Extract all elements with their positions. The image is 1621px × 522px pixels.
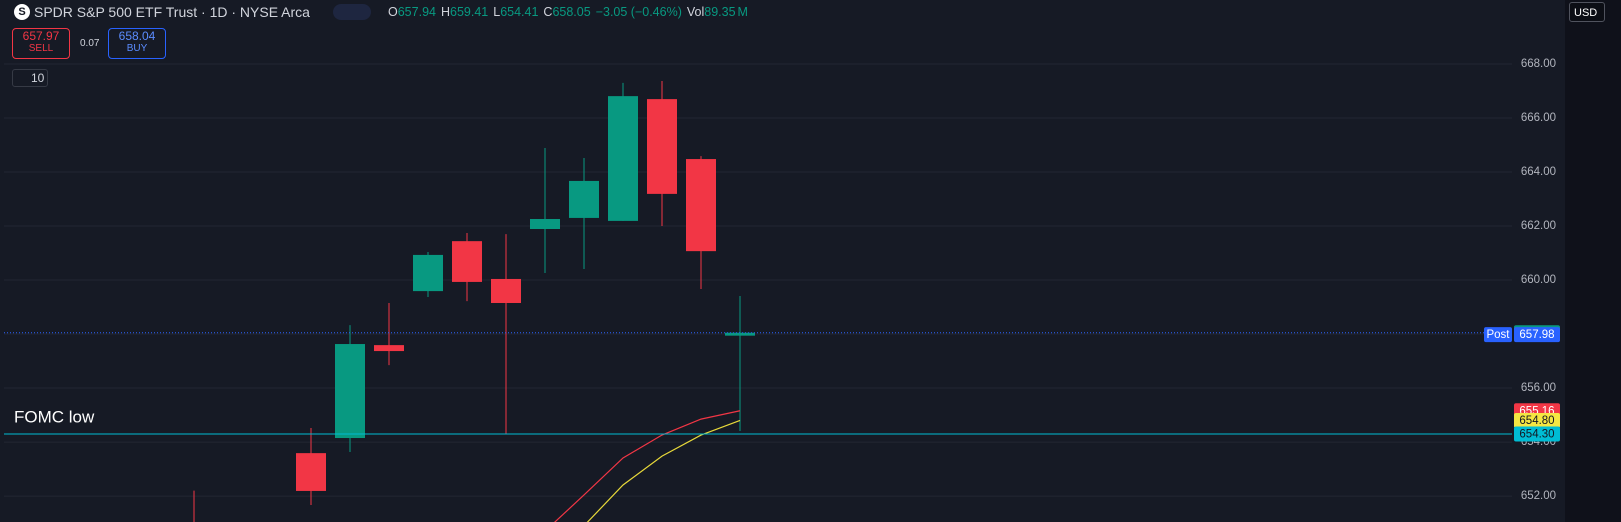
change: −3.05 (−0.46%) (595, 5, 682, 19)
o-label: O (388, 5, 398, 19)
sell-button[interactable]: 657.97 SELL (12, 28, 70, 59)
right-strip (1565, 0, 1621, 522)
buy-label: BUY (126, 43, 148, 54)
plot-area (4, 63, 1512, 522)
y-tick-label: 656.00 (1521, 382, 1556, 394)
vol-unit: M (737, 5, 748, 19)
price-tag-prefix: Post (1486, 329, 1510, 341)
symbol-icon: S (14, 4, 30, 20)
l-label: L (493, 5, 501, 19)
currency-button[interactable]: USD (1569, 2, 1605, 22)
l-value: 654.41 (500, 5, 539, 19)
status-pill[interactable] (333, 4, 371, 20)
candle-body (530, 219, 560, 229)
spread: 0.07 (80, 38, 100, 49)
sell-label: SELL (28, 43, 54, 54)
price-tag-label: 654.30 (1519, 428, 1554, 440)
annotation-label: FOMC low (14, 407, 95, 426)
candle-body (569, 180, 599, 218)
candle-body (296, 453, 326, 491)
price-tag (1514, 412, 1560, 428)
h-label: H (440, 5, 450, 19)
y-tick-label: 660.00 (1521, 274, 1556, 286)
y-tick-label: 664.00 (1521, 166, 1556, 178)
c-value: 658.05 (552, 5, 591, 19)
candle-body (335, 344, 365, 439)
price-tag (1514, 426, 1560, 442)
candle-body (725, 332, 755, 336)
price-tag-label: 654.80 (1519, 415, 1554, 427)
price-tag (1514, 327, 1560, 343)
candle-body (608, 96, 638, 221)
buy-button[interactable]: 658.04 BUY (108, 28, 166, 59)
currency: USD (1574, 7, 1598, 19)
h-value: 659.41 (450, 5, 489, 19)
o-value: 657.94 (397, 5, 436, 19)
y-tick-label: 668.00 (1521, 58, 1556, 70)
symbol-header[interactable]: S SPDR S&P 500 ETF Trust · 1D · NYSE Arca (14, 4, 310, 20)
sell-price: 657.97 (22, 29, 60, 43)
quantity-dropdown[interactable]: 10 (12, 69, 48, 87)
candle-body (413, 254, 443, 292)
symbol-title: SPDR S&P 500 ETF Trust · 1D · NYSE Arca (34, 4, 310, 20)
moving-average-line (554, 410, 741, 522)
buy-price: 658.04 (118, 29, 156, 43)
price-tag-label: 657.98 (1519, 329, 1554, 341)
vol-label: Vol (686, 5, 705, 19)
candle-body (647, 99, 677, 194)
candle-body (374, 345, 404, 352)
candle-body (452, 241, 482, 282)
quantity: 10 (31, 71, 45, 85)
moving-average-line (586, 419, 741, 522)
ohlc-legend: O657.94 H659.41 L654.41 C658.05 −3.05 (−0.46… (388, 5, 753, 19)
c-label: C (543, 5, 553, 19)
vol-value: 89.35 (704, 5, 736, 19)
candle-body (491, 278, 521, 303)
y-tick-label: 662.00 (1521, 220, 1556, 232)
y-tick-label: 666.00 (1521, 112, 1556, 124)
price-tag-prefix-box (1484, 327, 1512, 343)
y-tick-label: 652.00 (1521, 490, 1556, 502)
candle-body (686, 159, 716, 252)
